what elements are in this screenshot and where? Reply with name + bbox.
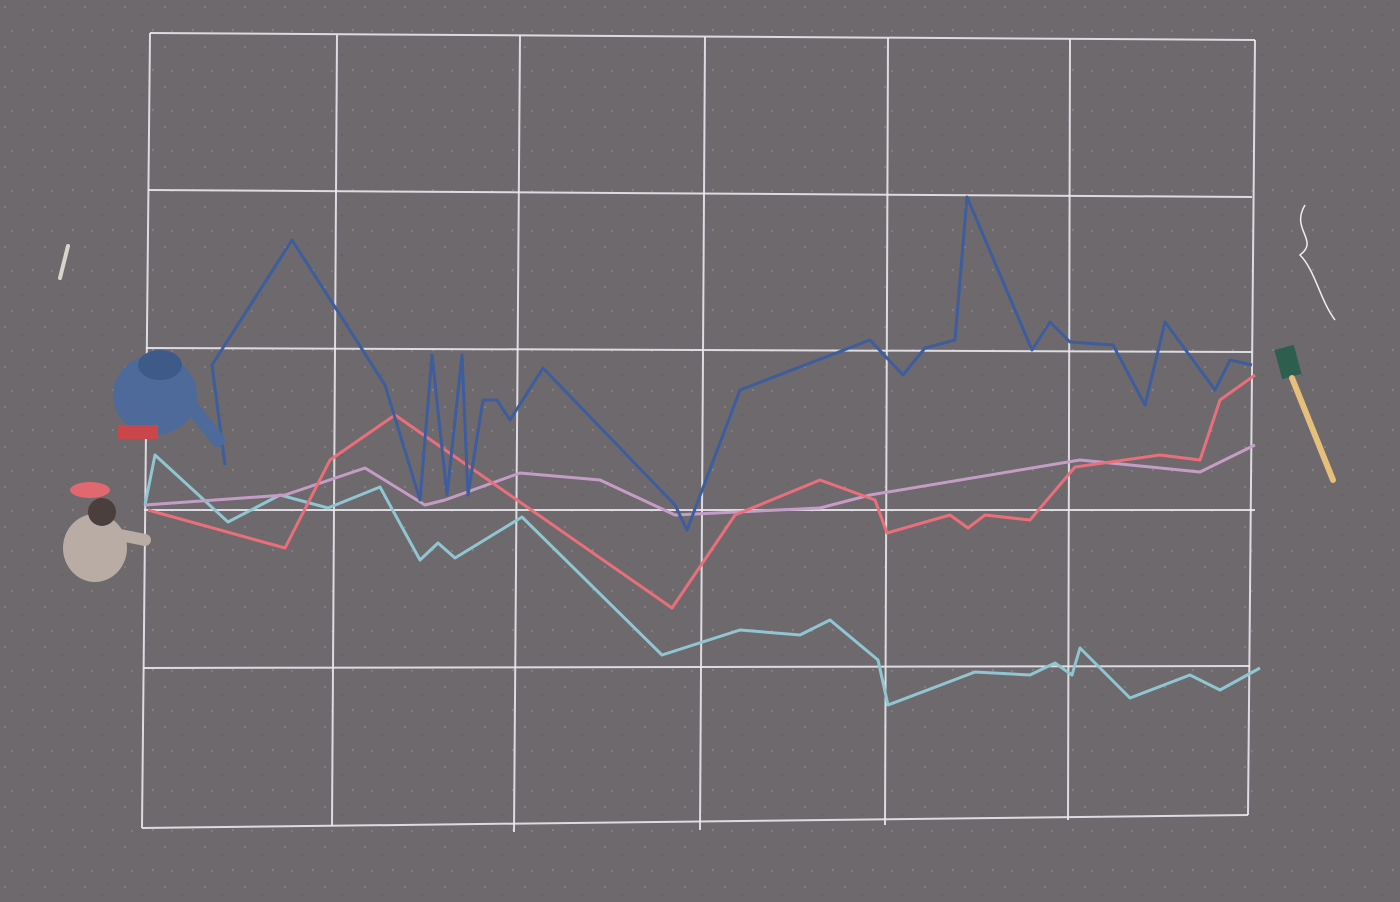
person-blue — [113, 350, 225, 447]
string-coil — [1298, 204, 1336, 321]
grid-string — [141, 814, 1249, 829]
grid-string — [145, 347, 1253, 353]
peg — [58, 244, 70, 280]
shovel — [1274, 344, 1336, 483]
grid-string — [142, 665, 1251, 669]
red-string — [147, 373, 1256, 610]
grid-string — [1067, 38, 1071, 821]
grid-string — [513, 35, 521, 833]
grid-string — [149, 32, 1256, 41]
teal-string — [143, 453, 1261, 707]
person-beige — [63, 482, 151, 582]
grid-string — [1247, 39, 1256, 816]
pink-string — [144, 443, 1256, 517]
grid-string — [147, 189, 1253, 198]
grid-string — [331, 34, 338, 827]
grid-string — [699, 36, 706, 831]
blue-string — [210, 195, 1253, 532]
